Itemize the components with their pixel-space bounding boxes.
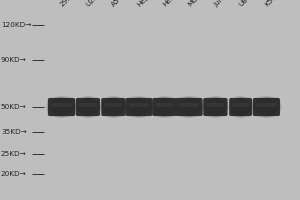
Ellipse shape [230,97,251,117]
Ellipse shape [229,96,253,118]
FancyBboxPatch shape [156,103,173,107]
FancyBboxPatch shape [232,103,249,107]
FancyBboxPatch shape [179,103,199,107]
Text: Jurkat: Jurkat [213,0,232,8]
Text: 293T: 293T [59,0,76,8]
Ellipse shape [126,97,152,117]
Text: 20KD→: 20KD→ [1,171,27,177]
FancyBboxPatch shape [129,103,149,107]
Ellipse shape [202,96,229,118]
Ellipse shape [174,96,204,118]
Ellipse shape [76,97,99,117]
Text: MCF-7: MCF-7 [186,0,206,8]
FancyBboxPatch shape [52,103,71,107]
Text: A549: A549 [111,0,128,8]
FancyBboxPatch shape [105,103,122,107]
FancyBboxPatch shape [253,98,280,116]
Ellipse shape [177,98,201,116]
FancyBboxPatch shape [48,98,75,116]
FancyBboxPatch shape [152,98,176,116]
Text: HepG2: HepG2 [136,0,158,8]
FancyBboxPatch shape [175,98,203,116]
Ellipse shape [46,96,77,118]
FancyBboxPatch shape [125,98,153,116]
Ellipse shape [102,97,125,117]
Ellipse shape [127,98,151,116]
FancyBboxPatch shape [256,103,276,107]
Ellipse shape [176,97,202,117]
Text: 25KD→: 25KD→ [1,151,27,157]
Ellipse shape [251,96,282,118]
Text: U251: U251 [85,0,103,8]
Ellipse shape [124,96,154,118]
Ellipse shape [231,98,250,116]
FancyBboxPatch shape [101,98,126,116]
Ellipse shape [254,98,278,116]
Ellipse shape [204,97,227,117]
Text: U87: U87 [238,0,252,8]
Text: K562: K562 [264,0,281,8]
FancyBboxPatch shape [76,98,100,116]
Text: 50KD→: 50KD→ [1,104,27,110]
Ellipse shape [205,98,226,116]
Ellipse shape [253,97,280,117]
Ellipse shape [153,97,176,117]
Text: 35KD→: 35KD→ [1,129,27,135]
Ellipse shape [151,96,178,118]
Ellipse shape [50,98,74,116]
Text: Hela: Hela [162,0,178,8]
Text: 90KD→: 90KD→ [1,57,27,63]
Ellipse shape [48,97,75,117]
Ellipse shape [75,96,101,118]
FancyBboxPatch shape [203,98,227,116]
Ellipse shape [78,98,98,116]
Ellipse shape [103,98,124,116]
Ellipse shape [100,96,127,118]
FancyBboxPatch shape [229,98,252,116]
FancyBboxPatch shape [79,103,97,107]
FancyBboxPatch shape [207,103,224,107]
Ellipse shape [154,98,175,116]
Text: 120KD→: 120KD→ [1,22,31,28]
